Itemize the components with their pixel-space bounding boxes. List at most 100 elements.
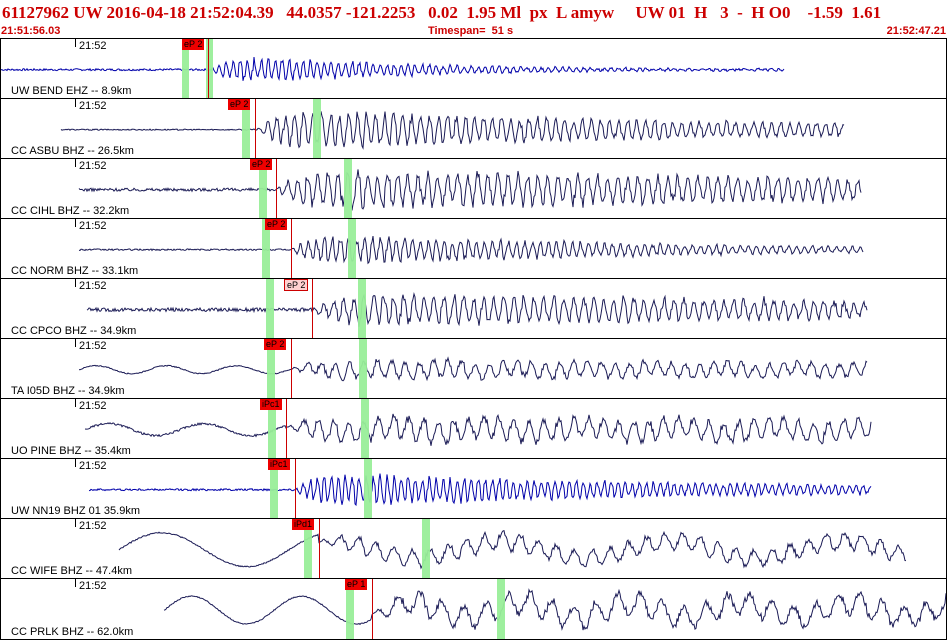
- event-summary-title: 61127962 UW 2016-04-18 21:52:04.39 44.03…: [2, 3, 882, 22]
- minute-label: 21:52: [79, 580, 107, 592]
- waveform-trace: [1, 57, 785, 81]
- trace-panel-pine[interactable]: 21:52 iPc1 UO PINE BHZ -- 35.4km: [0, 398, 947, 459]
- minute-tick: [75, 519, 76, 527]
- phase-pick-flag[interactable]: eP 1: [345, 579, 368, 590]
- minute-tick: [75, 459, 76, 467]
- station-label: UO PINE BHZ -- 35.4km: [11, 445, 131, 457]
- minute-label: 21:52: [79, 160, 107, 172]
- minute-tick: [75, 279, 76, 287]
- minute-label: 21:52: [79, 460, 107, 472]
- waveform-i05d: [78, 356, 868, 382]
- pick-window: [361, 399, 369, 458]
- pick-marker-line[interactable]: [372, 579, 373, 639]
- waveform-wife: [118, 529, 907, 570]
- minute-label: 21:52: [79, 400, 107, 412]
- waveform-trace: [84, 413, 872, 446]
- station-label: CC WIFE BHZ -- 47.4km: [11, 565, 133, 577]
- pick-marker-line[interactable]: [255, 99, 256, 158]
- trace-panel-bend[interactable]: 21:52 eP 2 UW BEND EHZ -- 8.9km: [0, 38, 947, 99]
- station-label: UW NN19 BHZ 01 35.9km: [11, 505, 140, 517]
- minute-label: 21:52: [79, 220, 107, 232]
- phase-pick-flag[interactable]: iPc1: [260, 399, 282, 410]
- waveform-trace: [118, 529, 907, 570]
- trace-panel-asbu[interactable]: 21:52 eP 2 CC ASBU BHZ -- 26.5km: [0, 98, 947, 159]
- station-label: TA I05D BHZ -- 34.9km: [11, 385, 125, 397]
- pick-marker-line[interactable]: [276, 159, 277, 218]
- pick-window: [267, 339, 275, 398]
- pick-marker-line[interactable]: [291, 219, 292, 278]
- phase-pick-flag[interactable]: iPc1: [268, 459, 290, 470]
- trace-panel-norm[interactable]: 21:52 eP 2 CC NORM BHZ -- 33.1km: [0, 218, 947, 279]
- seismogram-panel-stack: 21:52 eP 2 UW BEND EHZ -- 8.9km 21:52 eP…: [0, 38, 947, 640]
- minute-label: 21:52: [79, 280, 107, 292]
- phase-pick-flag[interactable]: eP 2: [284, 279, 309, 291]
- minute-tick: [75, 99, 76, 107]
- waveform-trace: [86, 292, 868, 327]
- station-label: CC PRLK BHZ -- 62.0km: [11, 626, 134, 638]
- waveform-cpco: [86, 292, 868, 327]
- pick-marker-line[interactable]: [286, 399, 287, 458]
- trace-panel-nn19[interactable]: 21:52 iPc1 UW NN19 BHZ 01 35.9km: [0, 458, 947, 519]
- station-label: CC CPCO BHZ -- 34.9km: [11, 325, 137, 337]
- station-label: CC ASBU BHZ -- 26.5km: [11, 145, 134, 157]
- waveform-norm: [78, 236, 864, 265]
- pick-window: [313, 99, 321, 158]
- pick-window: [364, 459, 372, 518]
- trace-panel-cpco[interactable]: 21:52 eP 2 CC CPCO BHZ -- 34.9km: [0, 278, 947, 339]
- pick-window: [242, 99, 250, 158]
- minute-tick: [75, 339, 76, 347]
- waveform-trace: [78, 169, 862, 211]
- waveform-trace: [78, 356, 868, 382]
- pick-marker-line[interactable]: [291, 339, 292, 398]
- waveform-prlk: [163, 588, 946, 631]
- pick-window: [304, 519, 312, 578]
- station-label: CC CIHL BHZ -- 32.2km: [11, 205, 130, 217]
- trace-panel-cihl[interactable]: 21:52 eP 2 CC CIHL BHZ -- 32.2km: [0, 158, 947, 219]
- timespan-label: Timespan= 51 s: [428, 25, 514, 37]
- minute-label: 21:52: [79, 520, 107, 532]
- pick-window: [344, 159, 352, 218]
- pick-window: [348, 219, 356, 278]
- event-header: 61127962 UW 2016-04-18 21:52:04.39 44.03…: [0, 0, 947, 38]
- station-label: UW BEND EHZ -- 8.9km: [11, 85, 132, 97]
- pick-marker-line[interactable]: [319, 519, 320, 578]
- phase-pick-flag[interactable]: eP 2: [228, 99, 251, 110]
- phase-pick-flag[interactable]: eP 2: [250, 159, 273, 170]
- phase-pick-flag[interactable]: eP 2: [265, 219, 288, 230]
- trace-panel-wife[interactable]: 21:52 iPd1 CC WIFE BHZ -- 47.4km: [0, 518, 947, 579]
- minute-label: 21:52: [79, 100, 107, 112]
- pick-marker-line[interactable]: [208, 39, 209, 98]
- waveform-pine: [84, 413, 872, 446]
- pick-window: [268, 399, 276, 458]
- waveform-trace: [163, 588, 946, 631]
- waveform-asbu: [60, 111, 845, 150]
- phase-pick-flag[interactable]: eP 2: [182, 39, 205, 50]
- pick-window: [346, 579, 354, 639]
- minute-tick: [75, 579, 76, 587]
- phase-pick-flag[interactable]: eP 2: [264, 339, 287, 350]
- trace-panel-i05d[interactable]: 21:52 eP 2 TA I05D BHZ -- 34.9km: [0, 338, 947, 399]
- pick-marker-line[interactable]: [295, 459, 296, 518]
- pick-window: [182, 39, 189, 98]
- pick-window: [262, 219, 270, 278]
- minute-label: 21:52: [79, 340, 107, 352]
- pick-marker-line[interactable]: [312, 279, 313, 338]
- end-time-label: 21:52:47.21: [886, 25, 946, 37]
- pick-window: [266, 279, 274, 338]
- minute-label: 21:52: [79, 40, 107, 52]
- waveform-cihl: [78, 169, 862, 211]
- waveform-trace: [78, 236, 864, 265]
- minute-tick: [75, 159, 76, 167]
- waveform-nn19: [88, 473, 872, 507]
- pick-window: [497, 579, 505, 639]
- pick-window: [270, 459, 278, 518]
- trace-panel-prlk[interactable]: 21:52 eP 1 CC PRLK BHZ -- 62.0km: [0, 578, 947, 640]
- pick-window: [359, 339, 367, 398]
- start-time-label: 21:51:56.03: [1, 25, 61, 37]
- waveform-trace: [88, 473, 872, 507]
- minute-tick: [75, 39, 76, 47]
- pick-window: [358, 279, 366, 338]
- minute-tick: [75, 219, 76, 227]
- phase-pick-flag[interactable]: iPd1: [292, 519, 315, 530]
- pick-window: [422, 519, 430, 578]
